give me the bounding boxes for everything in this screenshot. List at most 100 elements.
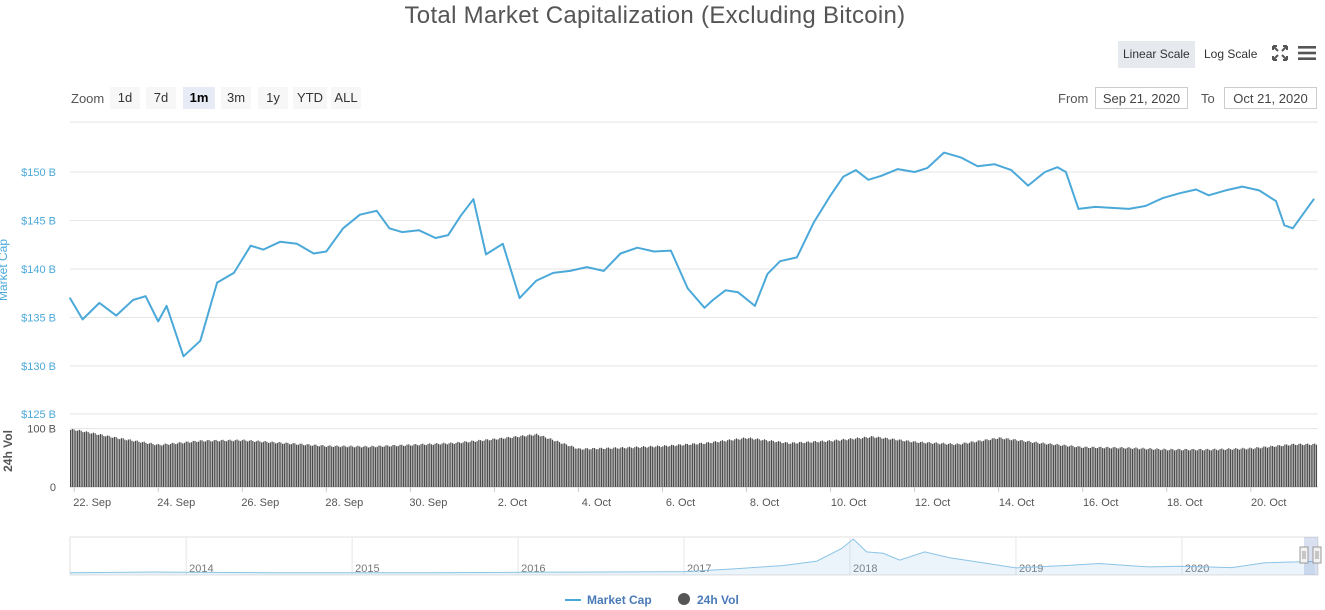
volume-bar bbox=[851, 438, 853, 487]
volume-bar bbox=[744, 438, 746, 487]
volume-bar bbox=[779, 441, 781, 487]
market-cap-series bbox=[69, 151, 1315, 358]
volume-bar bbox=[1249, 447, 1251, 487]
volume-bar bbox=[276, 443, 278, 487]
volume-bar bbox=[478, 439, 480, 487]
volume-bar bbox=[345, 446, 347, 487]
volume-bar bbox=[953, 445, 955, 487]
volume-bar bbox=[404, 445, 406, 487]
volume-bar bbox=[560, 443, 562, 487]
volume-bar bbox=[998, 437, 1000, 487]
volume-bar bbox=[367, 447, 370, 487]
volume-bar bbox=[558, 442, 561, 487]
volume-bar bbox=[257, 440, 259, 487]
volume-bar bbox=[926, 442, 929, 487]
market-cap-point bbox=[1128, 208, 1130, 210]
volume-bar bbox=[204, 441, 207, 487]
legend-market-cap[interactable]: Market Cap bbox=[587, 593, 652, 607]
volume-bar bbox=[1128, 447, 1130, 487]
volume-bar bbox=[161, 445, 163, 487]
volume-bar bbox=[492, 438, 494, 487]
zoom-ytd-button[interactable]: YTD bbox=[293, 87, 327, 109]
volume-bar bbox=[115, 437, 117, 487]
volume-bar bbox=[1235, 448, 1237, 487]
volume-bar bbox=[1142, 447, 1144, 487]
volume-bar bbox=[227, 440, 229, 487]
market-cap-point bbox=[401, 231, 403, 233]
market-cap-point bbox=[1258, 189, 1260, 192]
volume-bar bbox=[1040, 443, 1042, 487]
zoom-3m-button[interactable]: 3m bbox=[221, 87, 251, 109]
volume-bar bbox=[1024, 442, 1027, 487]
volume-bar bbox=[176, 443, 179, 487]
volume-bar bbox=[844, 439, 846, 487]
zoom-1y-button[interactable]: 1y bbox=[258, 87, 288, 109]
volume-bar bbox=[979, 440, 981, 487]
x-tick-label: 24. Sep bbox=[157, 497, 195, 509]
volume-bar bbox=[762, 440, 764, 487]
volume-bar bbox=[756, 438, 759, 487]
volume-bar bbox=[103, 436, 105, 487]
log-scale-button[interactable]: Log Scale bbox=[1204, 47, 1258, 61]
volume-bar bbox=[951, 443, 953, 487]
volume-bar bbox=[711, 443, 713, 487]
volume-bar bbox=[781, 443, 783, 487]
volume-bar bbox=[748, 438, 750, 487]
volume-bar bbox=[1140, 448, 1142, 487]
volume-bar bbox=[721, 440, 724, 487]
volume-bar bbox=[1177, 448, 1179, 487]
volume-bar bbox=[364, 445, 366, 487]
volume-bar bbox=[576, 448, 578, 487]
volume-bar bbox=[77, 430, 79, 487]
market-cap-point bbox=[144, 295, 147, 297]
volume-bar bbox=[71, 428, 73, 487]
to-date-input[interactable]: Oct 21, 2020 bbox=[1224, 87, 1317, 109]
volume-bar bbox=[444, 443, 447, 487]
from-label: From bbox=[1058, 91, 1089, 106]
volume-bar bbox=[590, 449, 592, 487]
market-cap-point bbox=[653, 250, 655, 253]
volume-bar bbox=[471, 440, 473, 487]
volume-bar bbox=[206, 440, 208, 487]
zoom-all-button[interactable]: ALL bbox=[331, 87, 361, 109]
market-cap-point bbox=[569, 270, 571, 272]
volume-bar bbox=[679, 444, 681, 487]
volume-bar bbox=[788, 443, 790, 487]
volume-bar bbox=[1301, 444, 1304, 487]
volume-bar bbox=[869, 437, 871, 487]
zoom-1m-button[interactable]: 1m bbox=[183, 87, 215, 109]
volume-bar bbox=[905, 440, 908, 487]
volume-bar bbox=[541, 436, 543, 487]
volume-tick-label: $125 B bbox=[21, 409, 56, 421]
fullscreen-icon[interactable] bbox=[1271, 44, 1289, 62]
volume-bars bbox=[70, 428, 1318, 487]
volume-bar bbox=[387, 445, 389, 487]
volume-bar bbox=[388, 446, 391, 487]
volume-bar bbox=[185, 441, 187, 487]
volume-bar bbox=[1189, 450, 1191, 487]
zoom-7d-button[interactable]: 7d bbox=[146, 87, 176, 109]
volume-bar bbox=[310, 445, 312, 487]
hamburger-menu-icon[interactable] bbox=[1298, 45, 1316, 61]
volume-bar bbox=[578, 448, 580, 487]
volume-bar bbox=[1037, 442, 1039, 487]
navigator-handle[interactable] bbox=[1299, 546, 1309, 564]
volume-bar bbox=[87, 431, 89, 487]
volume-bar bbox=[1031, 442, 1034, 487]
legend-volume[interactable]: 24h Vol bbox=[697, 593, 739, 607]
volume-bar bbox=[1133, 448, 1135, 487]
volume-bar bbox=[366, 446, 368, 487]
zoom-1d-button[interactable]: 1d bbox=[110, 87, 140, 109]
volume-bar bbox=[339, 447, 342, 487]
volume-bar bbox=[515, 436, 517, 487]
volume-bar bbox=[120, 438, 123, 487]
volume-bar bbox=[1173, 450, 1176, 487]
market-cap-point bbox=[388, 227, 391, 230]
volume-bar bbox=[1135, 447, 1137, 487]
linear-scale-button[interactable]: Linear Scale bbox=[1118, 41, 1195, 68]
market-cap-point bbox=[779, 260, 781, 263]
market-cap-point bbox=[1312, 198, 1315, 200]
volume-bar bbox=[700, 442, 703, 487]
from-date-input[interactable]: Sep 21, 2020 bbox=[1095, 87, 1188, 109]
navigator-handle[interactable] bbox=[1312, 546, 1322, 564]
